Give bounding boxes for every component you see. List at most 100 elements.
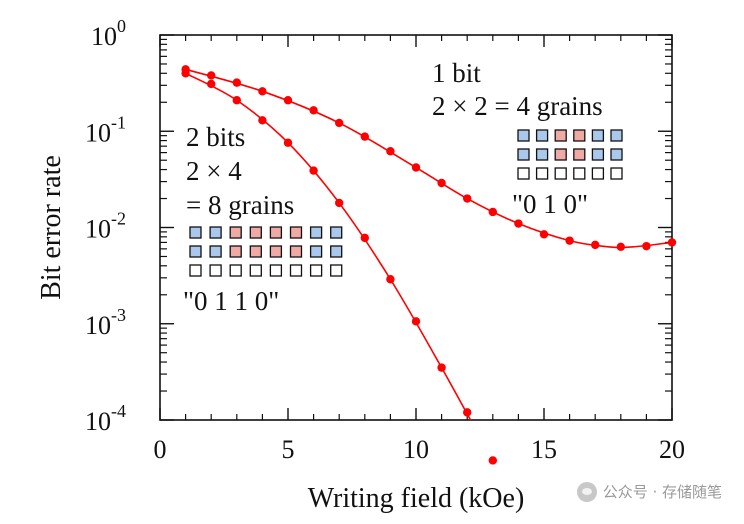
annotation-2-grain — [209, 226, 222, 239]
annotation-1-line-2: 2 × 2 = 4 grains — [432, 91, 603, 121]
annotation-2-grain — [309, 226, 323, 239]
series-1-point — [283, 96, 293, 105]
annotation-1-grain — [610, 148, 623, 161]
series-2-point — [437, 363, 446, 372]
series-1-point — [642, 241, 651, 251]
annotation-1-grain — [573, 129, 586, 142]
annotation-2-grain — [330, 264, 343, 277]
annotation-2-line-2: 2 × 4 — [186, 156, 242, 186]
series-1-point — [463, 194, 472, 203]
series-1-point — [616, 242, 625, 252]
annotation-1-line-1: 1 bit — [432, 58, 481, 88]
series-1-point — [488, 207, 497, 217]
series-2-point — [283, 138, 293, 147]
annotation-1-grain — [554, 167, 567, 180]
annotation-2-grain — [309, 264, 323, 277]
wechat-icon — [576, 481, 597, 502]
x-tick-label: 10 — [403, 435, 429, 464]
annotation-2-grain — [189, 226, 202, 239]
series-1-point — [667, 238, 677, 247]
annotation-2-grain — [209, 245, 222, 258]
annotation-1-grain — [610, 129, 623, 142]
series-2-point — [207, 79, 216, 89]
annotation-2-pattern-label: "0 1 1 0" — [183, 286, 279, 316]
series-2-point — [232, 96, 241, 105]
annotation-2-line-1: 2 bits — [186, 122, 245, 152]
x-tick-label: 0 — [154, 435, 167, 464]
series-1-point — [258, 87, 267, 96]
series-1-point — [207, 71, 216, 80]
annotation-2-grain — [229, 264, 242, 277]
y-tick-label: 10-1 — [85, 112, 126, 147]
watermark-text: 公众号 · 存储随笔 — [602, 483, 722, 501]
annotation-1-grain — [535, 167, 549, 180]
series-2-point — [411, 317, 421, 326]
x-tick-label: 5 — [282, 435, 295, 464]
series-2-point — [181, 69, 190, 78]
series-1-point — [386, 147, 395, 156]
x-axis-title: Writing field (kOe) — [308, 483, 525, 514]
annotation-2-line-3: = 8 grains — [186, 190, 294, 220]
series-2-point — [386, 275, 395, 284]
series-2-point — [463, 408, 472, 417]
series-1-point — [232, 78, 241, 87]
series-2-point — [258, 116, 267, 125]
annotation-2-grain — [229, 226, 242, 239]
series-1-point — [360, 132, 369, 141]
series-1-point — [565, 236, 574, 245]
annotation-2-grain — [289, 264, 303, 277]
series-2-point — [488, 456, 497, 465]
annotation-2-grain — [309, 245, 323, 258]
y-tick-label: 10-3 — [85, 305, 126, 340]
annotation-2-grain — [229, 245, 242, 258]
annotation-1-grain — [517, 148, 530, 161]
annotation-2-grain — [189, 245, 202, 258]
y-tick-label: 10-4 — [85, 401, 126, 436]
annotation-1-grain — [610, 167, 623, 180]
y-tick-label: 10-2 — [85, 209, 126, 244]
fit-curve-2 — [185, 72, 472, 420]
annotation-1-grain — [591, 129, 605, 142]
annotation-1-grain — [554, 148, 567, 161]
series-1-point — [309, 106, 318, 115]
series-2-point — [335, 198, 344, 208]
annotation-1-grain — [573, 167, 586, 180]
annotation-2-grain — [209, 264, 222, 277]
annotation-1-grain — [591, 167, 605, 180]
series-1-point — [591, 240, 600, 250]
annotation-1-grain — [573, 148, 586, 161]
annotation-2-grain — [269, 264, 283, 277]
annotation-2-grain — [330, 245, 343, 258]
x-tick-label: 15 — [531, 435, 557, 464]
annotation-2-grain — [269, 245, 283, 258]
annotation-1-grain — [591, 148, 605, 161]
y-tick-label: 100 — [91, 16, 126, 51]
annotation-1-grain — [554, 129, 567, 142]
annotation-2-grain — [189, 264, 202, 277]
annotation-2-grain — [249, 245, 262, 258]
annotation-2-grain — [249, 264, 262, 277]
data-points — [181, 65, 677, 465]
annotation-1-grain — [535, 129, 549, 142]
series-1-point — [411, 163, 421, 172]
annotation-2-grain — [289, 226, 303, 239]
annotation-1-grain — [535, 148, 549, 161]
series-1-point — [335, 118, 344, 128]
annotation-1-pattern-label: "0 1 0" — [512, 189, 588, 219]
watermark: 公众号 · 存储随笔 — [576, 481, 722, 502]
annotation-2-grain — [330, 226, 343, 239]
series-1-point — [539, 230, 549, 239]
series-1-point — [514, 219, 523, 228]
annotation-1-grain — [517, 129, 530, 142]
annotation-1-grain — [517, 167, 530, 180]
annotation-2-grain — [289, 245, 303, 258]
series-2-point — [309, 166, 318, 175]
annotation-2-grain — [269, 226, 283, 239]
plot-axes: 0 5 10 15 20 100 10-1 10-2 10-3 10-4 Writing field… — [36, 16, 685, 514]
series-2-point — [360, 233, 369, 243]
y-axis-title: Bit error rate — [36, 155, 67, 300]
series-1-point — [437, 178, 446, 188]
annotation-2-grain — [249, 226, 262, 239]
